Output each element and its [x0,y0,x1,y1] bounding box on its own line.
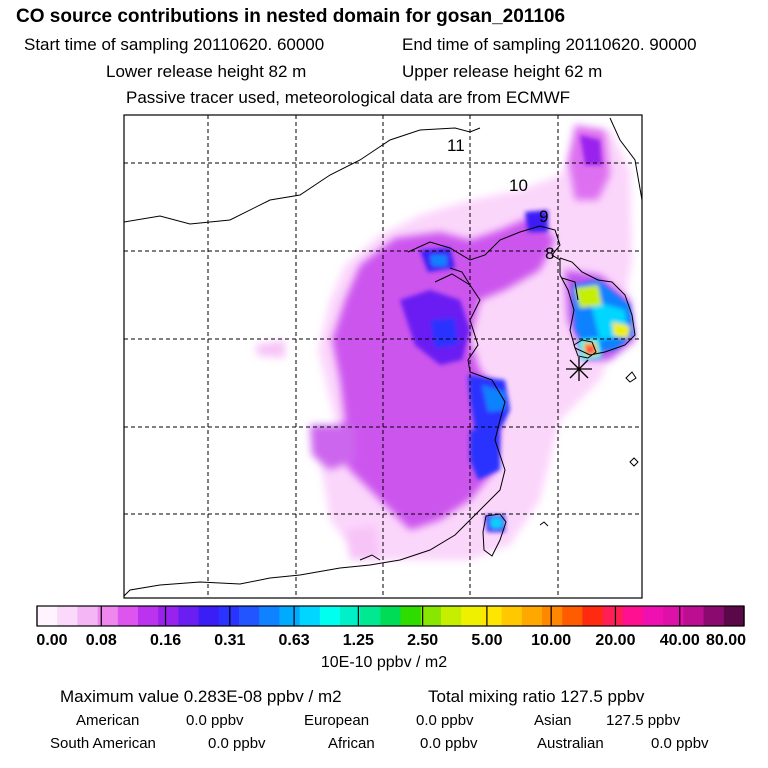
asian-value: 127.5 ppbv [606,712,681,729]
colorbar-cell [138,606,159,626]
colorbar-cell [218,606,240,626]
european-value: 0.0 ppbv [416,712,474,729]
colorbar-cells [37,606,745,626]
plume-layer [255,125,635,560]
colorbar-ticks [36,606,745,626]
colorbar-cell [239,606,260,626]
grid-lines [124,115,642,598]
total-mixing-ratio-label: Total mixing ratio 127.5 ppbv [428,687,645,706]
colorbar-tick-label: 20.00 [595,632,635,649]
colorbar-cell [279,606,301,626]
colorbar-cell [360,606,381,626]
colorbar-cell [622,606,644,626]
colorbar-cell [663,606,684,626]
colorbar-cell [319,606,341,626]
colorbar-cell [259,606,280,626]
south-american-value: 0.0 ppbv [208,735,266,752]
colorbar-tick-label: 80.00 [706,632,746,649]
colorbar-cell [97,606,119,626]
colorbar-cell [340,606,361,626]
colorbar-tick-label: 40.00 [660,632,700,649]
colorbar-cell [461,606,482,626]
colorbar-cell [643,606,664,626]
maximum-value-label: Maximum value 0.283E-08 ppbv / m2 [60,687,342,706]
coastlines [124,117,642,597]
colorbar-cell [683,606,705,626]
colorbar-unit-label: 10E-10 ppbv / m2 [320,654,448,671]
contour-label: 9 [539,207,548,226]
colorbar-tick-label: 0.63 [279,632,310,649]
plume-hotspot-region [572,280,634,360]
colorbar-tick-label: 0.31 [214,632,245,649]
colorbar-cell [542,606,563,626]
contour-label-group: 11 10 9 8 [447,136,554,263]
plume-core-region [400,135,602,532]
colorbar-cell [703,606,725,626]
colorbar-cell [77,606,99,626]
colorbar-tick-label: 10.00 [531,632,571,649]
colorbar-cell [117,606,139,626]
colorbar-tick-label: 1.25 [343,632,374,649]
receptor-asterisk-icon [566,357,592,381]
african-label: African [328,735,375,752]
colorbar-cell [582,606,604,626]
south-american-label: South American [50,735,156,752]
colorbar-cell [299,606,321,626]
contour-label: 11 [447,136,465,155]
african-value: 0.0 ppbv [420,735,478,752]
end-time-label: End time of sampling 20110620. 90000 [402,35,697,54]
american-value: 0.0 ppbv [186,712,244,729]
colorbar-cell [37,606,58,626]
colorbar-cell [501,606,523,626]
colorbar-cell [441,606,462,626]
colorbar-cell [57,606,78,626]
colorbar-tick-label: 2.50 [407,632,438,649]
contour-label: 8 [545,244,554,263]
tracer-info-label: Passive tracer used, meteorological data… [126,88,571,107]
australian-value: 0.0 ppbv [651,735,709,752]
american-label: American [76,712,140,729]
colorbar-tick-label: 0.08 [86,632,117,649]
colorbar-cell [602,606,624,626]
colorbar-cell [178,606,200,626]
colorbar-cell [380,606,402,626]
start-time-label: Start time of sampling 20110620. 60000 [24,35,325,54]
colorbar-cell [420,606,442,626]
european-label: European [304,712,370,729]
colorbar-tick-label: 0.00 [36,632,67,649]
colorbar-cell [521,606,543,626]
chart-title: CO source contributions in nested domain… [16,6,566,27]
colorbar-tick-labels: 0.00 0.08 0.16 0.31 0.63 1.25 2.50 5.00 10.00 20.… [36,632,746,649]
colorbar-cell [562,606,583,626]
contour-label: 10 [509,176,528,195]
colorbar-tick-label: 5.00 [471,632,502,649]
colorbar-cell [400,606,422,626]
colorbar-cell [481,606,503,626]
asian-label: Asian [534,712,572,729]
upper-release-height-label: Upper release height 62 m [402,62,603,81]
colorbar-cell [198,606,220,626]
colorbar-tick-label: 0.16 [150,632,181,649]
australian-label: Australian [537,735,604,752]
map-frame [123,114,643,599]
colorbar-cell [158,606,179,626]
colorbar-cell [723,606,745,626]
lower-release-height-label: Lower release height 82 m [106,62,307,81]
